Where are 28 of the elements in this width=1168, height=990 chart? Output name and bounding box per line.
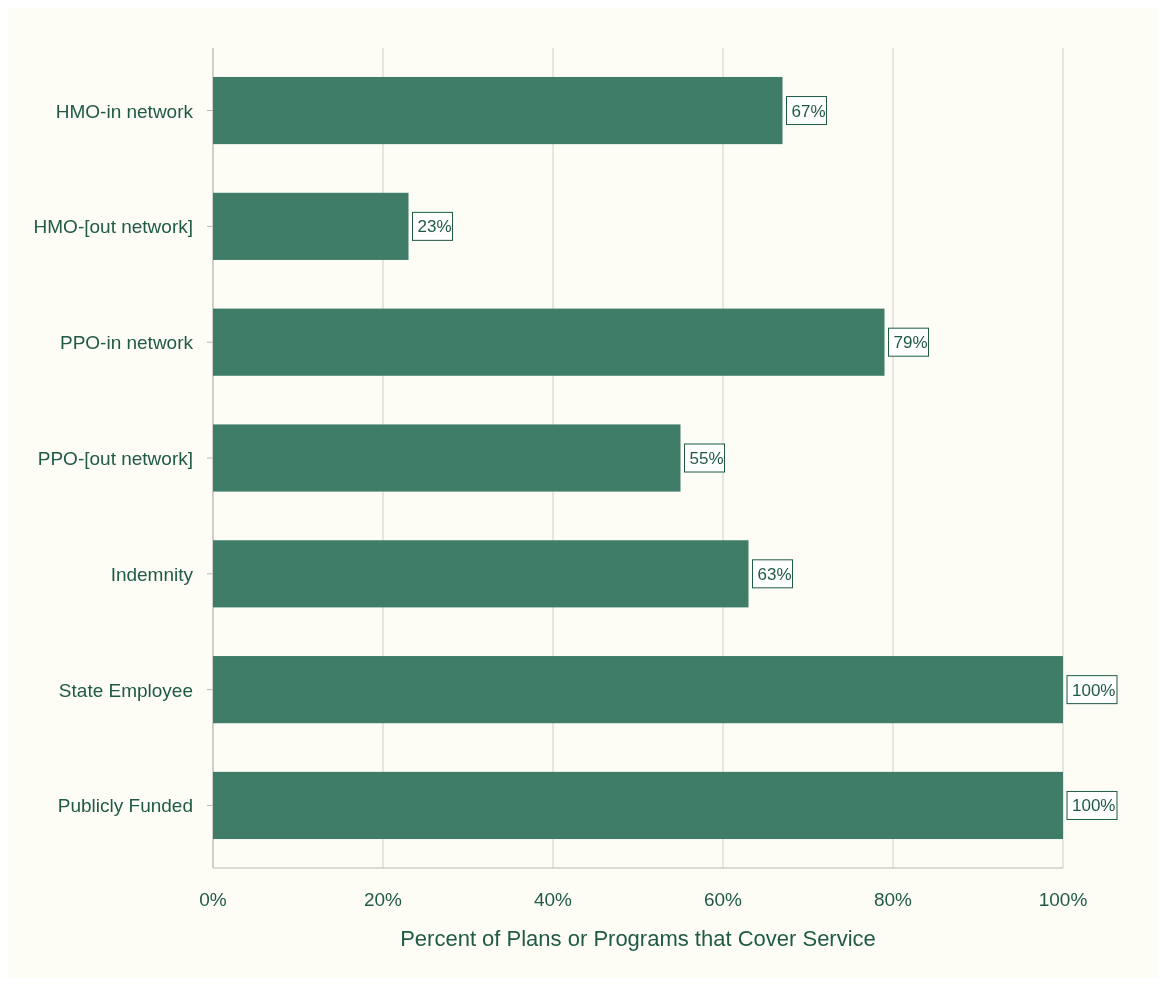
bar <box>213 76 783 145</box>
x-tick-label: 0% <box>199 889 227 910</box>
bar <box>213 192 409 260</box>
y-tick-label: HMO-in network <box>55 100 194 122</box>
y-tick-label: HMO-[out network] <box>33 216 193 238</box>
y-tick-label: PPO-[out network] <box>37 448 193 469</box>
data-label: 79% <box>893 333 928 353</box>
bar <box>213 656 1063 724</box>
data-label: 67% <box>791 101 826 121</box>
x-axis-title: Percent of Plans or Programs that Cover Service <box>400 926 876 951</box>
x-tick-label: 60% <box>703 889 743 910</box>
x-tick-label: 20% <box>363 889 403 910</box>
bar <box>213 308 885 376</box>
y-tick-label: State Employee <box>58 679 193 701</box>
data-label: 63% <box>757 564 792 584</box>
data-label: 55% <box>689 449 724 468</box>
x-tick-label: 40% <box>533 889 573 910</box>
bar <box>213 424 681 492</box>
data-label: 23% <box>417 217 452 237</box>
bar <box>213 540 749 608</box>
data-label: 100% <box>1072 680 1116 700</box>
bar <box>213 771 1063 840</box>
data-label: 100% <box>1072 796 1116 816</box>
y-tick-label: PPO-in network <box>59 332 194 354</box>
y-tick-label: Publicly Funded <box>57 795 193 817</box>
y-tick-label: Indemnity <box>110 563 194 585</box>
x-tick-label: 100% <box>1038 889 1088 910</box>
x-tick-label: 80% <box>873 889 913 910</box>
